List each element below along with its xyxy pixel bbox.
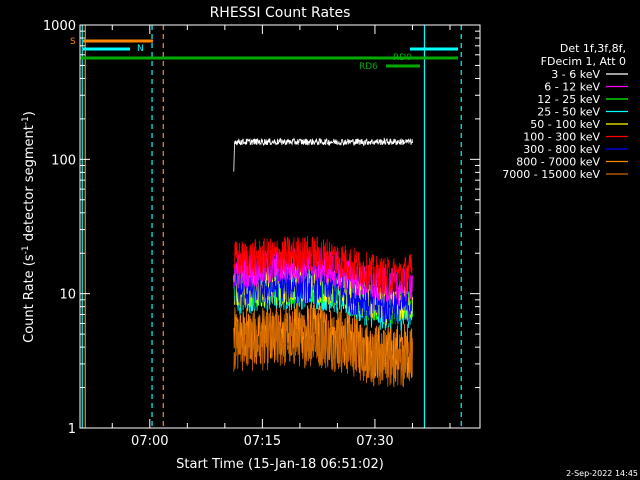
flag-label: RD6 bbox=[359, 62, 378, 72]
series-line bbox=[233, 310, 413, 388]
legend-entry-label: 100 - 300 keV bbox=[523, 131, 600, 144]
series-line bbox=[233, 236, 413, 295]
flag-label: N bbox=[137, 44, 144, 54]
x-axis-ticks: 07:00 07:15 07:30 bbox=[111, 25, 451, 449]
legend-entry-label: 300 - 800 keV bbox=[523, 143, 600, 156]
plot-area: S N RD0 RD6 bbox=[70, 25, 462, 428]
legend-entry-label: 12 - 25 keV bbox=[537, 93, 600, 106]
flag-label: RD0 bbox=[393, 53, 412, 63]
x-tick-label: 07:15 bbox=[244, 434, 281, 449]
legend-entry-label: 50 - 100 keV bbox=[530, 118, 600, 131]
y-axis-label: Count Rate (s-1 detector segment-1) bbox=[21, 111, 37, 343]
y-tick-label: 1 bbox=[68, 422, 76, 437]
footer-timestamp: 2-Sep-2022 14:45 bbox=[566, 469, 638, 478]
y-axis-ticks: 1 10 100 1000 bbox=[43, 19, 480, 437]
y-tick-label: 1000 bbox=[43, 19, 76, 34]
legend-entry-label: 7000 - 15000 keV bbox=[502, 168, 600, 181]
y-tick-label: 10 bbox=[59, 288, 76, 303]
legend-header-line-2: FDecim 1, Att 0 bbox=[541, 55, 626, 68]
chart-title: RHESSI Count Rates bbox=[210, 5, 351, 21]
flag-label: S bbox=[70, 37, 76, 47]
legend-entry-label: 800 - 7000 keV bbox=[516, 156, 600, 169]
series-line bbox=[233, 137, 413, 172]
y-tick-label: 100 bbox=[51, 153, 76, 168]
x-tick-label: 07:30 bbox=[356, 434, 393, 449]
x-tick-label: 07:00 bbox=[131, 434, 168, 449]
legend-entry-label: 3 - 6 keV bbox=[551, 68, 600, 81]
legend-entry-label: 25 - 50 keV bbox=[537, 106, 600, 119]
legend: Det 1f,3f,8f, FDecim 1, Att 0 3 - 6 keV6… bbox=[502, 42, 628, 181]
legend-entry-label: 6 - 12 keV bbox=[544, 81, 600, 94]
legend-header-line-1: Det 1f,3f,8f, bbox=[560, 42, 626, 55]
plot-frame bbox=[79, 24, 481, 429]
x-axis-label: Start Time (15-Jan-18 06:51:02) bbox=[176, 457, 384, 472]
